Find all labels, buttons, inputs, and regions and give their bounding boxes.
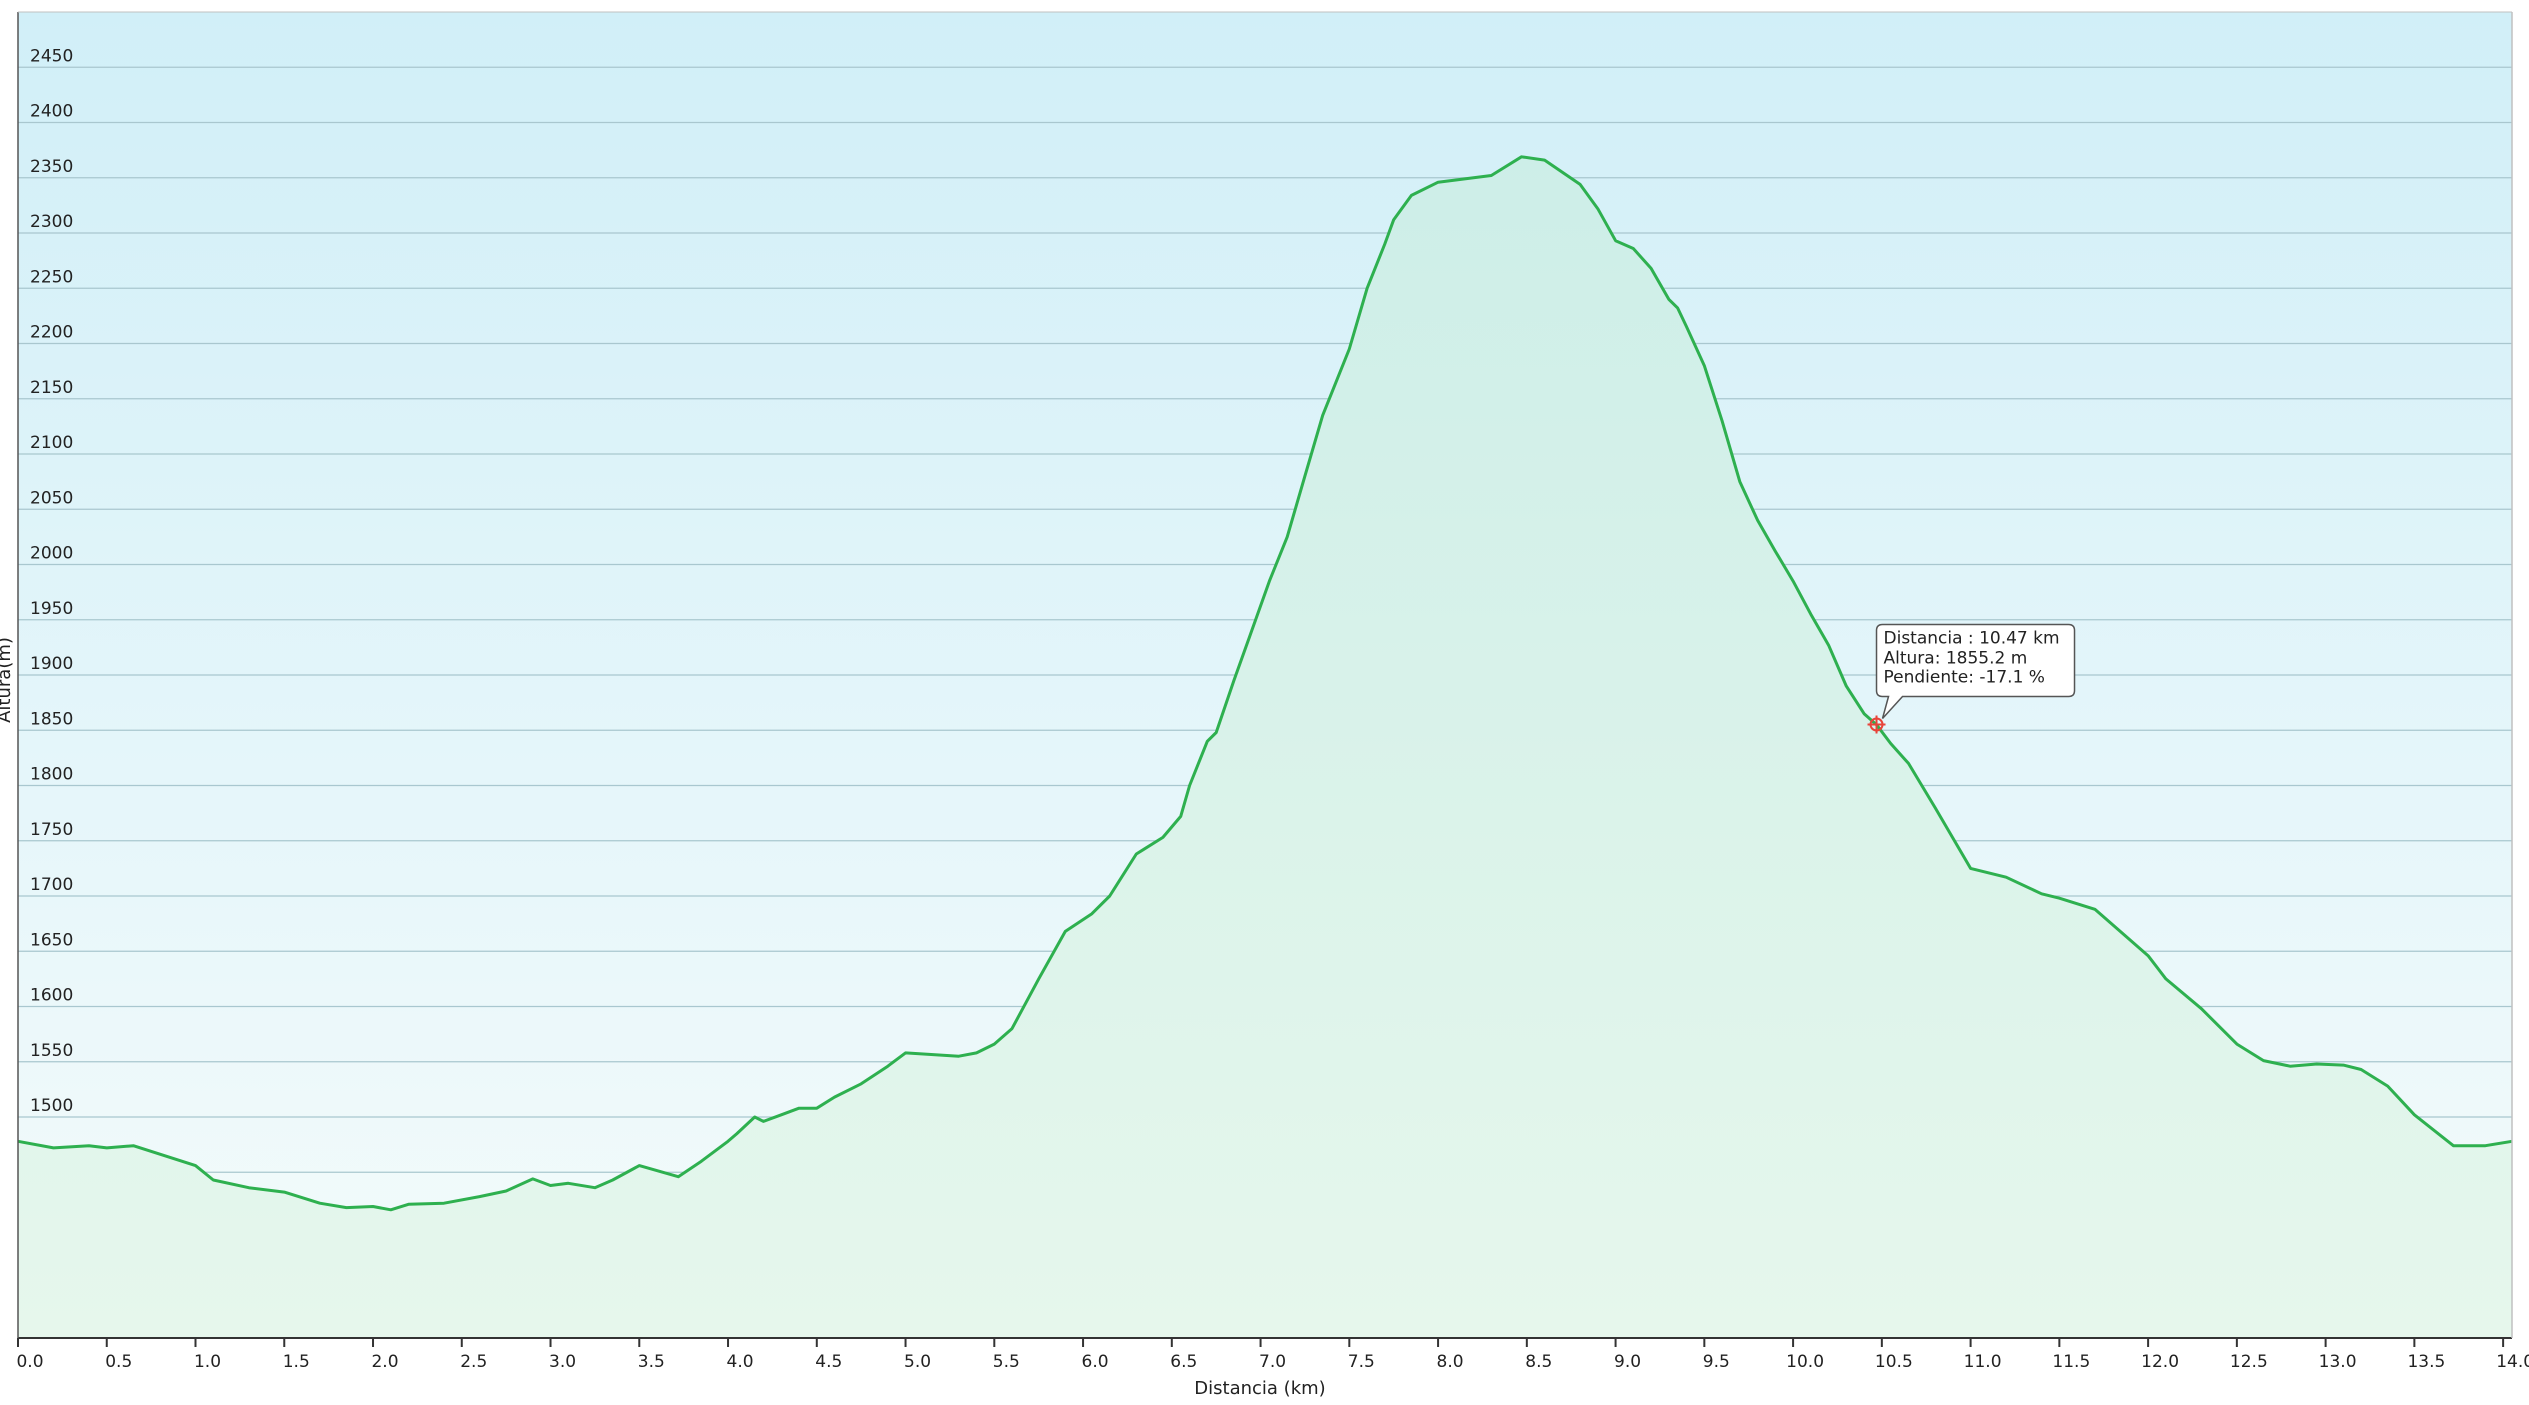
x-tick-label-11.0: 11.0: [1964, 1352, 2002, 1372]
x-tick-label-4.0: 4.0: [727, 1352, 754, 1372]
x-tick-label-10.0: 10.0: [1786, 1352, 1824, 1372]
y-tick-label-1550: 1550: [30, 1041, 73, 1061]
x-tick-label-0.0: 0.0: [16, 1352, 43, 1372]
x-tick-label-4.5: 4.5: [815, 1352, 842, 1372]
x-tick-label-3.0: 3.0: [549, 1352, 576, 1372]
y-tick-label-2100: 2100: [30, 433, 73, 453]
x-axis-title: Distancia (km): [1194, 1378, 1325, 1399]
y-tick-label-1700: 1700: [30, 875, 73, 895]
x-tick-label-8.5: 8.5: [1525, 1352, 1552, 1372]
y-axis-ticks: 1350140014501500155016001650170017501800…: [30, 46, 73, 1282]
x-tick-label-1.5: 1.5: [283, 1352, 310, 1372]
y-tick-label-2150: 2150: [30, 378, 73, 398]
x-tick-label-14.0: 14.0: [2496, 1352, 2529, 1372]
y-tick-label-1950: 1950: [30, 599, 73, 619]
x-tick-label-5.5: 5.5: [993, 1352, 1020, 1372]
hover-marker[interactable]: [1867, 715, 1886, 734]
x-tick-label-10.5: 10.5: [1875, 1352, 1913, 1372]
elevation-area-fill: [18, 156, 2512, 1338]
x-tick-label-12.5: 12.5: [2230, 1352, 2268, 1372]
y-tick-label-2050: 2050: [30, 488, 73, 508]
y-tick-label-1500: 1500: [30, 1096, 73, 1116]
y-tick-label-2450: 2450: [30, 46, 73, 66]
y-tick-label-2000: 2000: [30, 544, 73, 564]
tooltip-box: [1875, 623, 2076, 720]
y-tick-label-2250: 2250: [30, 267, 73, 287]
x-tick-label-12.0: 12.0: [2141, 1352, 2179, 1372]
x-tick-label-9.0: 9.0: [1614, 1352, 1641, 1372]
x-tick-label-7.0: 7.0: [1259, 1352, 1286, 1372]
x-tick-label-9.5: 9.5: [1703, 1352, 1730, 1372]
y-tick-label-1850: 1850: [30, 709, 73, 729]
y-tick-label-1600: 1600: [30, 986, 73, 1006]
x-axis-ticks: 0.0 0.5 1.0 1.5 2.0 2.5 3.0 3.5 4.0 4.5 5.0 5.5 6.0 6…: [16, 1338, 2529, 1372]
y-tick-label-1750: 1750: [30, 820, 73, 840]
tooltip-distance: Distancia : 10.47 km: [1884, 629, 2060, 649]
y-tick-label-2350: 2350: [30, 157, 73, 177]
x-tick-label-6.0: 6.0: [1082, 1352, 1109, 1372]
y-tick-label-2300: 2300: [30, 212, 73, 232]
x-tick-label-1.0: 1.0: [194, 1352, 221, 1372]
x-tick-label-13.0: 13.0: [2319, 1352, 2357, 1372]
tooltip-altitude: Altura: 1855.2 m: [1884, 649, 2028, 669]
x-tick-label-2.5: 2.5: [460, 1352, 487, 1372]
x-tick-label-8.0: 8.0: [1437, 1352, 1464, 1372]
x-tick-label-13.5: 13.5: [2407, 1352, 2445, 1372]
y-tick-label-2200: 2200: [30, 323, 73, 343]
point-tooltip: Distancia : 10.47 km Altura: 1855.2 m Pe…: [1875, 623, 2076, 720]
y-tick-label-1900: 1900: [30, 654, 73, 674]
tooltip-slope: Pendiente: -17.1 %: [1884, 668, 2045, 688]
y-axis-title: Altura(m): [0, 637, 15, 723]
y-tick-label-1650: 1650: [30, 930, 73, 950]
x-tick-label-2.0: 2.0: [371, 1352, 398, 1372]
x-tick-label-5.0: 5.0: [904, 1352, 931, 1372]
elevation-line[interactable]: [17, 155, 2513, 1212]
y-tick-label-1800: 1800: [30, 765, 73, 785]
x-tick-label-3.5: 3.5: [638, 1352, 665, 1372]
x-tick-label-6.5: 6.5: [1170, 1352, 1197, 1372]
x-tick-label-7.5: 7.5: [1348, 1352, 1375, 1372]
y-tick-label-2400: 2400: [30, 102, 73, 122]
x-tick-label-11.5: 11.5: [2052, 1352, 2090, 1372]
x-tick-label-0.5: 0.5: [105, 1352, 132, 1372]
